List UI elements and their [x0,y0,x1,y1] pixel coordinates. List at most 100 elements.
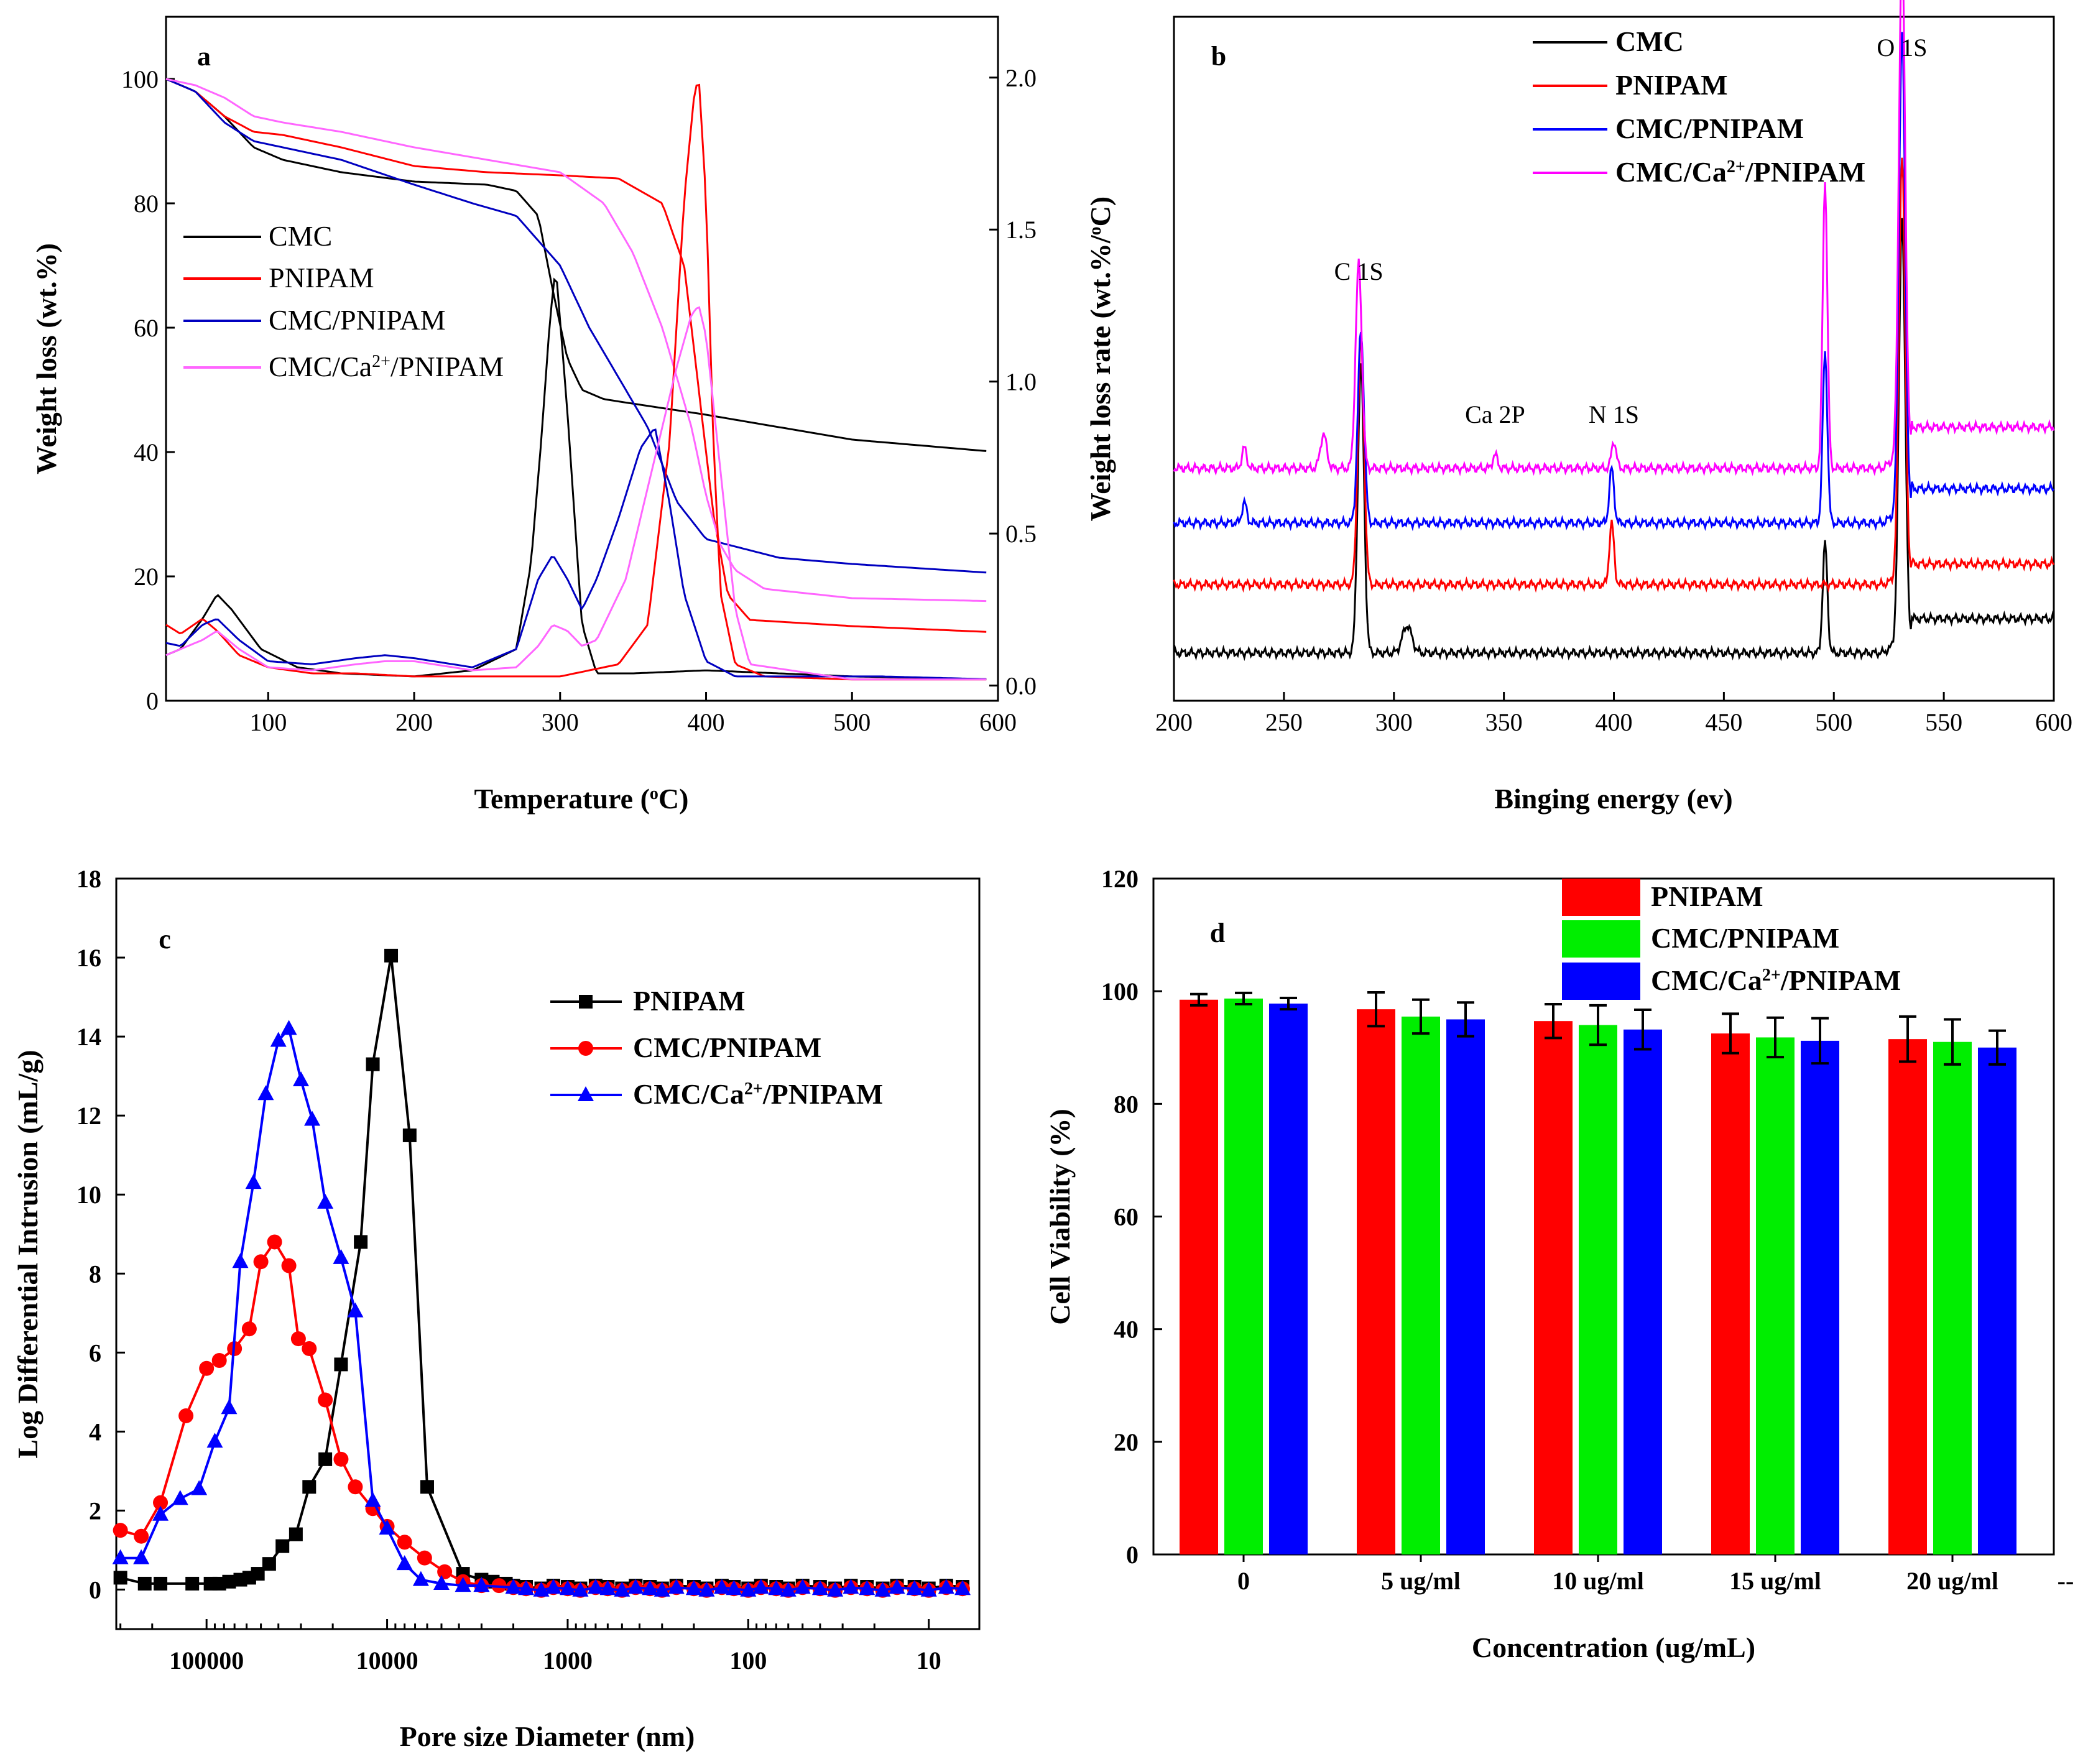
plot-frame [1173,16,2055,702]
y-tick-label: 8 [89,1260,101,1288]
data-point-marker [420,1480,434,1494]
y2-tick-label: 0.5 [1005,520,1037,548]
data-point-marker [938,1579,954,1594]
y-tick-label: 100 [1101,977,1139,1005]
data-point-marker [178,1408,194,1423]
data-point-marker [134,1528,149,1544]
bar [1801,1040,1839,1554]
dtg-curve-3 [165,428,987,680]
y-axis-title: Weight loss (wt.%) [30,243,62,474]
data-point-marker [221,1399,238,1415]
y-tick-label: 10 [76,1181,101,1209]
x-tick-label: 400 [1596,708,1633,736]
y-tick-label: 100 [121,65,159,93]
tg-curve-1 [165,78,987,452]
x-tick-label: 300 [542,708,579,736]
bar [1402,1016,1440,1554]
data-point-marker [262,1557,276,1571]
y-tick-label: 80 [134,190,159,218]
legend-swatch [1562,879,1640,916]
x-tick-label: 200 [395,708,433,736]
y-tick-label: 2 [89,1497,101,1525]
x-tick-label: 100 [249,708,287,736]
x-tick-label: 200 [1155,708,1193,736]
data-point-marker [245,1174,262,1189]
panel-b-xps: 200 250 300 350 400 450 500 550 600 Binging energ… [1155,0,2072,815]
data-point-marker [211,1353,227,1369]
data-point-marker [137,1576,152,1591]
bar [1534,1021,1573,1554]
dtg-curve-1 [165,277,987,680]
y-tick-label: 6 [89,1339,101,1367]
panel-d-cell-viability: 0 20 40 60 80 100 120 Cell Viability (%) Concent… [1044,865,2074,1663]
data-point-marker [579,995,593,1009]
data-point-marker [889,1579,905,1594]
data-point-marker [920,1581,937,1597]
legend-label: PNIPAM [1651,880,1763,912]
data-point-marker [642,1580,658,1595]
data-point-marker [206,1433,223,1448]
x-tick-label: 15 ug/ml [1729,1567,1821,1595]
data-point-marker [241,1321,257,1337]
legend-label: CMC/PNIPAM [1651,922,1839,954]
plot-frame [165,16,999,702]
legend-label: CMC [269,220,332,252]
data-point-marker [794,1579,811,1594]
data-point-marker [811,1580,828,1595]
data-point-marker [954,1580,971,1595]
legend-label: CMC/Ca2+/PNIPAM [1651,964,1901,996]
y-tick-label: 0 [146,687,159,715]
data-point-marker [333,1451,349,1467]
tg-curve-4 [165,78,987,603]
data-point-marker [270,1032,287,1047]
bar [1357,1009,1395,1554]
data-point-marker [280,1020,297,1035]
pore-series-line-2 [120,1239,963,1592]
x-trailing-mark: -- [2058,1567,2074,1595]
data-point-marker [251,1567,265,1581]
legend-label: CMC/PNIPAM [1615,113,1804,144]
legend-swatch [1562,963,1640,1000]
data-point-marker [333,1249,349,1264]
x-tick-label: 450 [1705,708,1742,736]
y-tick-label: 4 [89,1418,101,1446]
data-point-marker [293,1071,310,1086]
data-point-marker [473,1577,490,1592]
pore-series-line-3 [120,1026,963,1592]
data-point-marker [172,1490,188,1505]
x-axis-title: Pore size Diameter (nm) [400,1720,695,1752]
data-point-marker [752,1579,769,1594]
x-tick-label: 10 [917,1646,941,1674]
x-tick-label: 300 [1375,708,1413,736]
data-point-marker [417,1550,432,1566]
data-point-marker [578,1041,593,1056]
data-point-marker [281,1258,297,1273]
x-tick-label: 500 [1815,708,1852,736]
data-point-marker [627,1579,644,1594]
x-axis-title: Temperature (oC) [474,783,689,815]
data-point-marker [379,1520,395,1535]
y-tick-label: 20 [134,563,159,591]
data-point-marker [152,1505,169,1521]
x-tick-label: 1000 [543,1646,593,1674]
x-tick-label: 20 ug/ml [1906,1567,1998,1595]
x-tick-label: 10 ug/ml [1552,1567,1644,1595]
data-point-marker [572,1581,589,1597]
legend-label: CMC/Ca2+/PNIPAM [633,1078,883,1110]
pore-series-line-1 [120,955,963,1590]
x-tick-label: 100000 [169,1646,244,1674]
y2-tick-label: 1.0 [1005,368,1037,396]
data-point-marker [599,1580,616,1595]
legend-label: CMC [1615,25,1684,57]
data-point-marker [304,1111,321,1126]
data-point-marker [113,1523,128,1538]
bar [1579,1025,1617,1554]
legend-label: PNIPAM [1615,69,1728,101]
data-point-marker [843,1579,859,1594]
x-tick-label: 100 [729,1646,767,1674]
data-point-marker [318,1392,333,1408]
data-point-marker [726,1580,742,1595]
data-point-marker [713,1579,730,1594]
panel-letter: d [1210,918,1225,948]
y-tick-label: 12 [76,1102,101,1130]
